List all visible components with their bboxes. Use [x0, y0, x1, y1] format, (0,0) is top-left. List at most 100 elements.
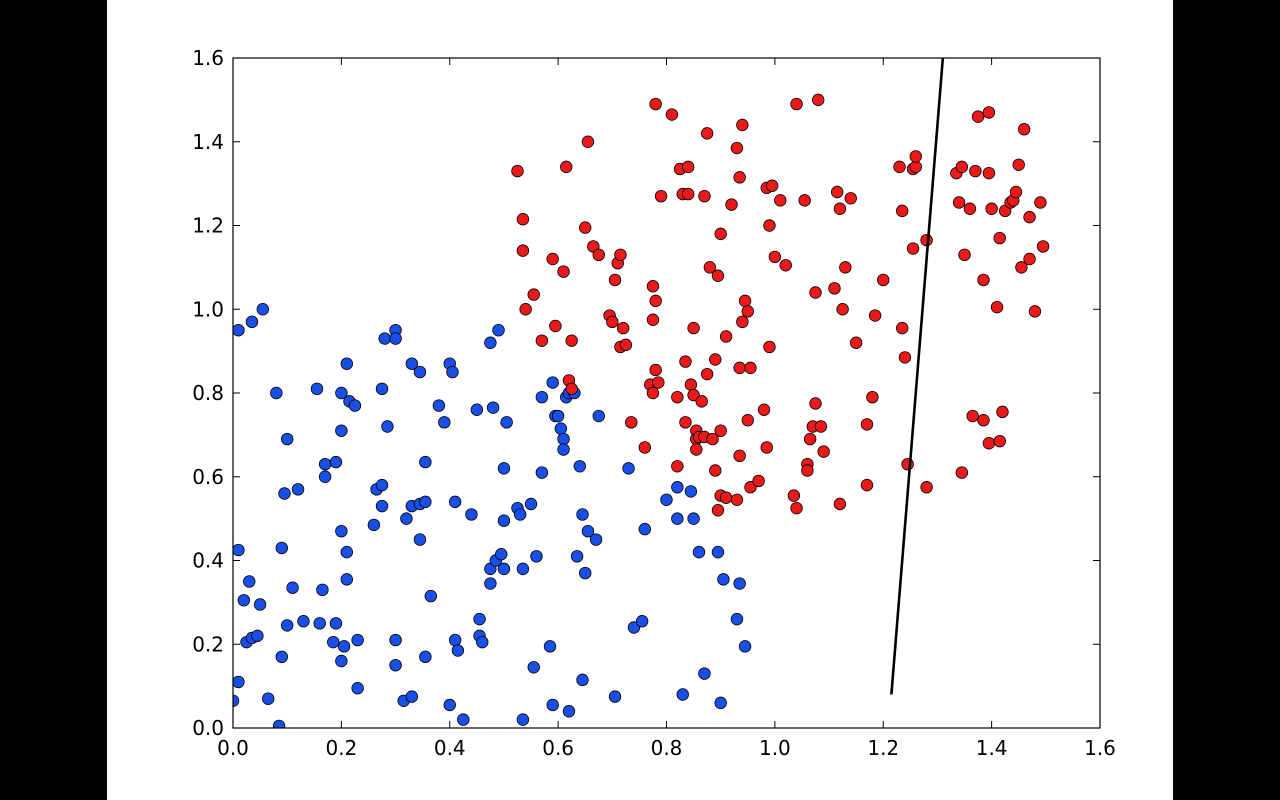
series-1-point-145 [993, 231, 1006, 245]
series-0-point-138 [297, 615, 310, 628]
series-0-point-91 [557, 443, 570, 456]
series-1-point-140 [982, 166, 996, 180]
series-0-point-20 [316, 583, 329, 597]
series-0-point-22 [329, 617, 343, 630]
series-0-point-25 [351, 633, 364, 647]
series-1-point-59 [709, 464, 722, 477]
series-1-point-83 [760, 441, 773, 454]
y-tick-label-7: 1.4 [192, 130, 224, 154]
y-tick-label-4: 0.8 [192, 381, 224, 405]
series-1-point-13 [579, 221, 592, 234]
figure: 0.0 0.2 0.4 0.6 0.8 1.0 1.2 1.4 1.6 0.0 0.2 0.4 0.6 0… [107, 0, 1173, 800]
series-1-point-73 [733, 361, 746, 375]
series-1-point-96 [801, 464, 814, 477]
series-1-point-121 [901, 457, 914, 471]
series-0-point-2 [256, 303, 270, 316]
series-0-point-41 [419, 495, 432, 509]
series-1-point-104 [828, 282, 841, 295]
series-1-point-72 [733, 449, 746, 463]
y-tick-label-2: 0.4 [192, 549, 224, 573]
series-1-point-31 [649, 294, 662, 308]
series-0-point-32 [375, 382, 389, 396]
series-0-point-61 [473, 612, 486, 626]
y-tick-label-8: 1.6 [192, 46, 224, 70]
series-1-point-111 [849, 336, 863, 349]
series-1-point-77 [741, 305, 754, 318]
series-1-point-152 [1015, 261, 1028, 274]
series-0-point-17 [340, 545, 353, 559]
series-0-point-66 [484, 336, 497, 349]
points-layer [233, 58, 1050, 728]
series-1-point-52 [695, 395, 708, 408]
series-0-point-123 [233, 694, 240, 707]
series-1-point-87 [765, 179, 779, 192]
series-0-point-98 [576, 673, 589, 687]
series-0-point-74 [500, 416, 513, 429]
series-0-point-26 [351, 682, 364, 695]
series-1-point-101 [812, 93, 825, 107]
series-1-point-144 [993, 434, 1006, 448]
series-1-point-74 [736, 118, 749, 132]
series-0-point-72 [497, 462, 511, 475]
series-0-point-85 [546, 698, 559, 712]
x-tick-label-2: 0.4 [434, 736, 466, 760]
series-1-point-97 [803, 432, 817, 446]
series-0-point-118 [714, 696, 727, 710]
series-0-point-124 [233, 675, 245, 689]
series-1-point-112 [860, 418, 874, 431]
x-tick-label-7: 1.4 [976, 736, 1008, 760]
series-0-point-117 [711, 545, 725, 559]
series-1-point-67 [719, 330, 733, 343]
series-1-point-65 [714, 424, 727, 437]
series-1-point-85 [763, 219, 776, 232]
series-1-point-99 [809, 397, 822, 410]
series-0-point-107 [635, 615, 649, 628]
series-1-point-156 [1028, 305, 1042, 318]
series-1-point-76 [738, 294, 752, 308]
series-0-point-54 [448, 495, 462, 509]
series-0-point-78 [516, 713, 530, 726]
series-1-point-28 [646, 386, 660, 400]
series-1-point-68 [725, 198, 738, 211]
series-0-point-10 [329, 455, 343, 469]
series-1-point-71 [733, 171, 746, 184]
series-0-point-73 [497, 514, 511, 527]
series-0-point-99 [579, 566, 592, 580]
series-1-point-143 [990, 300, 1004, 314]
series-1-point-131 [955, 466, 969, 479]
series-1-point-130 [955, 160, 969, 174]
series-1-point-54 [698, 189, 711, 203]
series-1-point-30 [646, 280, 660, 293]
series-1-point-125 [909, 150, 922, 163]
series-0-point-106 [627, 621, 641, 634]
series-1-point-102 [814, 420, 828, 433]
series-1-point-103 [817, 445, 830, 458]
series-0-point-4 [280, 432, 294, 446]
series-0-point-108 [638, 522, 652, 536]
x-tick-label-0: 0.0 [217, 736, 249, 760]
series-1-point-55 [700, 367, 714, 381]
series-0-point-125 [233, 543, 245, 557]
series-1-point-14 [581, 135, 595, 148]
series-1-point-138 [977, 273, 990, 287]
series-1-point-129 [952, 196, 966, 209]
series-1-point-57 [703, 261, 717, 274]
series-1-point-158 [1036, 240, 1050, 253]
series-0-point-67 [486, 401, 500, 414]
series-0-point-69 [492, 323, 505, 337]
series-1-point-56 [700, 127, 714, 140]
series-0-point-112 [676, 688, 689, 701]
series-1-point-9 [560, 160, 573, 174]
series-1-point-115 [868, 309, 882, 322]
series-1-point-136 [971, 110, 985, 123]
series-0-point-16 [335, 524, 348, 538]
series-1-point-155 [1023, 252, 1036, 266]
series-1-point-26 [638, 441, 652, 454]
series-0-point-76 [513, 508, 527, 521]
series-1-point-124 [909, 160, 922, 174]
series-0-point-56 [451, 644, 465, 657]
series-1-point-37 [671, 390, 684, 404]
series-1-point-120 [898, 351, 912, 364]
series-1-point-126 [920, 481, 933, 494]
series-0-point-53 [446, 365, 459, 379]
